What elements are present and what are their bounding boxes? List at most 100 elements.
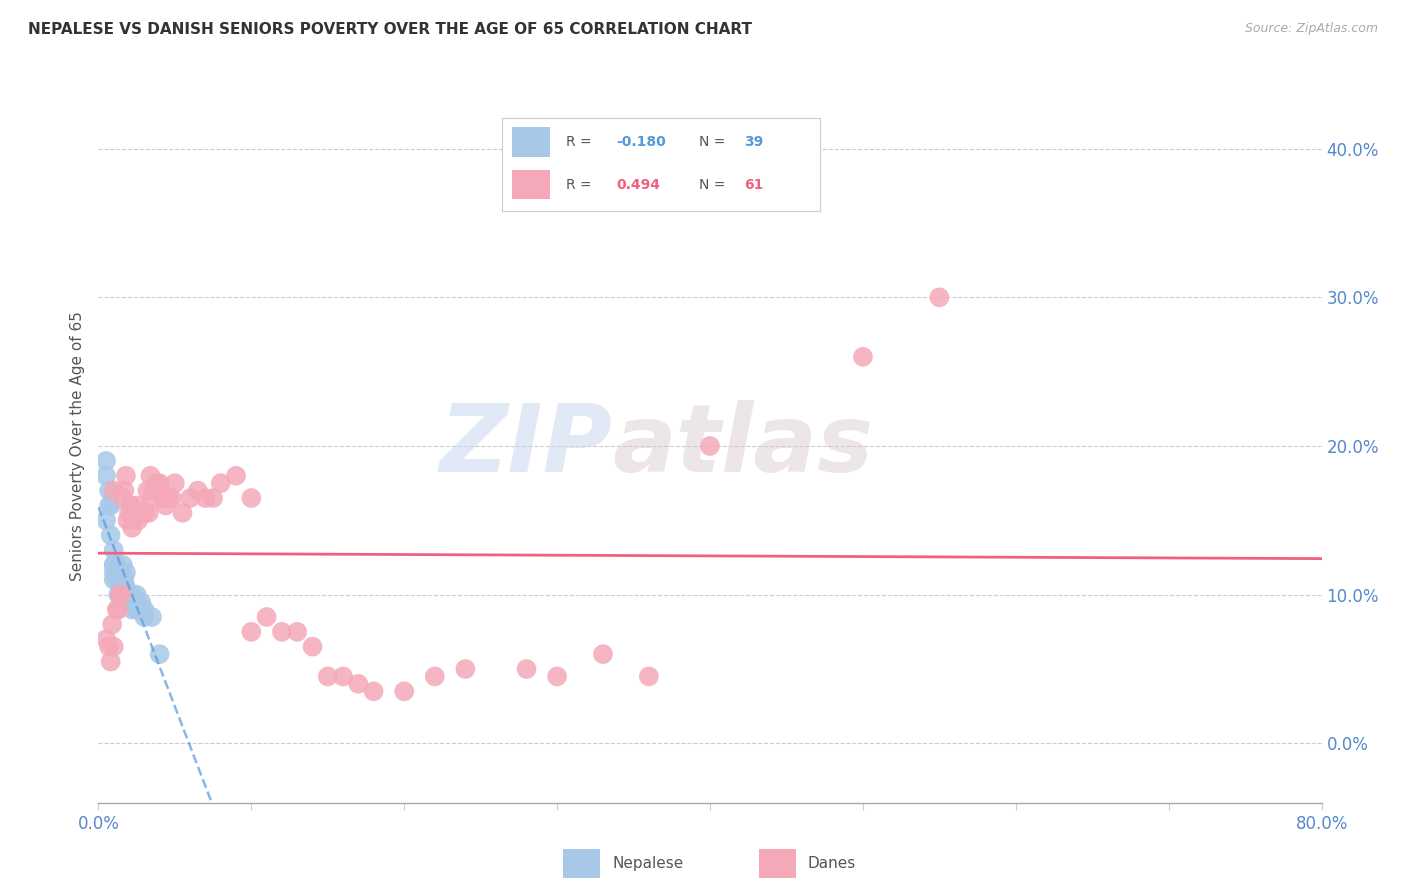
Point xyxy=(363,684,385,698)
Text: atlas: atlas xyxy=(612,400,873,492)
Point xyxy=(160,491,183,505)
Point xyxy=(110,566,132,580)
Point xyxy=(134,610,156,624)
Point xyxy=(112,588,135,602)
Text: Danes: Danes xyxy=(808,856,856,871)
Point xyxy=(121,521,143,535)
Point xyxy=(134,506,156,520)
Point xyxy=(111,558,134,572)
Point xyxy=(101,617,124,632)
Point xyxy=(592,647,614,661)
Point xyxy=(118,595,141,609)
Text: NEPALESE VS DANISH SENIORS POVERTY OVER THE AGE OF 65 CORRELATION CHART: NEPALESE VS DANISH SENIORS POVERTY OVER … xyxy=(28,22,752,37)
Text: Nepalese: Nepalese xyxy=(612,856,683,871)
Point xyxy=(142,483,165,498)
Point xyxy=(152,491,174,505)
Point xyxy=(928,290,950,304)
Point xyxy=(423,669,446,683)
Point xyxy=(110,588,132,602)
Point xyxy=(301,640,323,654)
Point xyxy=(120,499,142,513)
Point xyxy=(94,513,117,527)
Text: Source: ZipAtlas.com: Source: ZipAtlas.com xyxy=(1244,22,1378,36)
Point xyxy=(316,669,339,683)
Point xyxy=(129,595,152,609)
Point xyxy=(103,558,125,572)
Point xyxy=(546,669,568,683)
Point xyxy=(179,491,201,505)
Point xyxy=(134,602,156,616)
Point xyxy=(121,588,143,602)
Point xyxy=(127,513,149,527)
Point xyxy=(100,528,122,542)
Point xyxy=(115,580,138,594)
Point xyxy=(110,588,132,602)
Point xyxy=(100,499,122,513)
Point xyxy=(240,491,263,505)
Point xyxy=(98,483,121,498)
Point xyxy=(699,439,721,453)
Point xyxy=(225,468,247,483)
Point xyxy=(139,468,162,483)
Point xyxy=(187,483,209,498)
Point xyxy=(270,624,292,639)
Point xyxy=(155,499,177,513)
Point xyxy=(94,468,117,483)
Y-axis label: Seniors Poverty Over the Age of 65: Seniors Poverty Over the Age of 65 xyxy=(69,311,84,581)
Point xyxy=(105,558,128,572)
Point xyxy=(112,573,135,587)
Point xyxy=(125,588,148,602)
Point xyxy=(117,588,139,602)
Point xyxy=(98,640,121,654)
Point xyxy=(852,350,875,364)
Point xyxy=(454,662,477,676)
Point xyxy=(637,669,661,683)
Point xyxy=(108,588,131,602)
FancyBboxPatch shape xyxy=(759,849,796,878)
Point xyxy=(121,602,143,616)
Point xyxy=(209,476,232,491)
Point xyxy=(128,602,150,616)
Point xyxy=(103,543,125,558)
Point xyxy=(122,506,145,520)
Point xyxy=(163,476,186,491)
Point xyxy=(138,506,160,520)
Point xyxy=(347,677,370,691)
Point xyxy=(118,506,141,520)
Point xyxy=(108,588,131,602)
Point xyxy=(111,491,134,505)
Point xyxy=(149,647,172,661)
Point xyxy=(157,491,180,505)
Point xyxy=(98,499,121,513)
Point xyxy=(94,632,117,647)
Point xyxy=(172,506,194,520)
Point xyxy=(108,566,131,580)
Point xyxy=(103,566,125,580)
Point xyxy=(125,602,148,616)
Point xyxy=(117,513,139,527)
Point xyxy=(149,476,172,491)
Point xyxy=(115,468,138,483)
Point xyxy=(202,491,225,505)
Point xyxy=(103,573,125,587)
Point xyxy=(194,491,217,505)
Point xyxy=(111,573,134,587)
FancyBboxPatch shape xyxy=(564,849,600,878)
Point xyxy=(240,624,263,639)
Point xyxy=(129,506,152,520)
Point xyxy=(103,483,125,498)
Point xyxy=(136,483,159,498)
Point xyxy=(105,573,128,587)
Text: ZIP: ZIP xyxy=(439,400,612,492)
Point xyxy=(115,566,138,580)
Point xyxy=(141,491,163,505)
Point xyxy=(112,483,135,498)
Point xyxy=(332,669,354,683)
Point xyxy=(107,566,129,580)
Point xyxy=(103,640,125,654)
Point xyxy=(256,610,278,624)
Point xyxy=(107,602,129,616)
Point xyxy=(285,624,308,639)
Point xyxy=(125,499,148,513)
Point xyxy=(145,476,167,491)
